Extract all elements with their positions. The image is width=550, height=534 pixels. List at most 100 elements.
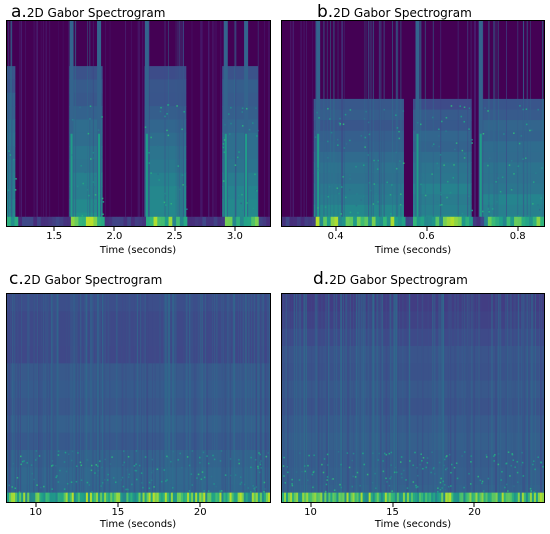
speckle bbox=[377, 459, 379, 461]
stripe bbox=[505, 294, 507, 502]
speckle bbox=[101, 116, 103, 118]
speckle bbox=[526, 215, 528, 217]
stripe bbox=[515, 294, 517, 502]
stripe bbox=[369, 294, 372, 502]
low-frequency-band bbox=[288, 492, 291, 502]
speckle bbox=[56, 475, 58, 477]
speckle bbox=[136, 478, 138, 481]
low-frequency-band bbox=[324, 492, 327, 502]
speckle bbox=[81, 214, 84, 217]
speckle bbox=[51, 488, 53, 490]
low-frequency-band bbox=[410, 492, 414, 502]
speckle bbox=[234, 474, 237, 476]
low-frequency-band bbox=[447, 492, 450, 502]
low-frequency-band bbox=[52, 216, 57, 226]
speckle bbox=[97, 474, 99, 477]
low-frequency-band bbox=[435, 492, 438, 502]
stripe bbox=[357, 294, 359, 502]
bright-column bbox=[244, 21, 249, 226]
speckle bbox=[340, 463, 342, 466]
bright-column-core bbox=[245, 133, 248, 226]
stripe bbox=[526, 21, 528, 226]
low-frequency-band bbox=[406, 492, 410, 502]
stripe bbox=[50, 294, 53, 502]
speckle bbox=[328, 170, 330, 173]
low-frequency-band bbox=[164, 492, 168, 502]
stripe bbox=[454, 294, 455, 502]
stripe bbox=[19, 21, 21, 226]
speckle bbox=[399, 203, 402, 206]
panel-title-text-c: 2D Gabor Spectrogram bbox=[23, 273, 163, 287]
speckle bbox=[326, 476, 329, 478]
low-frequency-band bbox=[380, 492, 384, 502]
speckle bbox=[88, 194, 90, 197]
stripe bbox=[178, 21, 180, 226]
speckle bbox=[534, 468, 536, 471]
speckle bbox=[125, 488, 127, 491]
speckle bbox=[325, 483, 328, 486]
activity-band bbox=[282, 380, 544, 399]
speckle bbox=[38, 455, 41, 457]
speckle bbox=[207, 490, 210, 492]
low-frequency-band bbox=[311, 216, 316, 226]
speckle bbox=[259, 462, 261, 464]
low-frequency-band bbox=[437, 492, 440, 502]
speckle bbox=[245, 107, 248, 110]
low-frequency-band bbox=[514, 216, 519, 226]
x-tick-mark bbox=[517, 227, 519, 231]
activity-band bbox=[313, 151, 404, 163]
low-frequency-band bbox=[480, 216, 485, 226]
speckle bbox=[248, 128, 251, 131]
low-frequency-band bbox=[253, 492, 257, 502]
stripe bbox=[432, 21, 434, 226]
speckle bbox=[159, 110, 162, 113]
speckle bbox=[370, 189, 372, 192]
low-frequency-band bbox=[473, 492, 476, 502]
x-tick-mark bbox=[199, 503, 201, 507]
activity-band bbox=[69, 132, 103, 147]
x-tick-label: 20 bbox=[468, 507, 481, 518]
speckle bbox=[133, 465, 136, 467]
stripe bbox=[208, 21, 210, 226]
spectrogram-panel-c: c.2D Gabor Spectrogram 10 15 20 Time (seco… bbox=[0, 267, 275, 534]
speckle bbox=[11, 486, 13, 488]
activity-band bbox=[480, 120, 544, 132]
stripe bbox=[185, 294, 188, 502]
stripe bbox=[362, 294, 364, 502]
low-frequency-band bbox=[371, 216, 376, 226]
low-frequency-band bbox=[362, 492, 365, 502]
speckle bbox=[348, 188, 351, 191]
stripe bbox=[226, 294, 228, 502]
speckle bbox=[431, 173, 433, 175]
speckle bbox=[422, 467, 424, 470]
stripe bbox=[46, 294, 49, 502]
speckle bbox=[33, 478, 36, 481]
speckle bbox=[65, 470, 68, 473]
speckle bbox=[94, 194, 97, 196]
speckle bbox=[441, 120, 443, 123]
activity-band bbox=[480, 194, 544, 206]
stripe bbox=[303, 21, 305, 226]
low-frequency-band bbox=[239, 492, 242, 502]
stripe bbox=[268, 294, 270, 502]
stripe bbox=[367, 21, 370, 226]
stripe bbox=[26, 294, 28, 502]
stripe bbox=[510, 294, 512, 502]
stripe bbox=[167, 294, 169, 502]
speckle bbox=[148, 152, 150, 154]
stripe bbox=[12, 294, 14, 502]
low-frequency-band bbox=[390, 216, 395, 226]
activity-band bbox=[222, 186, 259, 200]
speckle bbox=[212, 454, 214, 457]
speckle bbox=[491, 208, 494, 210]
low-frequency-band bbox=[176, 216, 181, 226]
stripe bbox=[530, 21, 531, 226]
stripe bbox=[49, 21, 51, 226]
speckle bbox=[516, 461, 519, 463]
speckle bbox=[488, 200, 491, 202]
speckle bbox=[76, 185, 79, 188]
low-frequency-band bbox=[35, 492, 38, 502]
stripe bbox=[36, 21, 38, 226]
stripe bbox=[356, 294, 358, 502]
speckle bbox=[444, 489, 447, 491]
